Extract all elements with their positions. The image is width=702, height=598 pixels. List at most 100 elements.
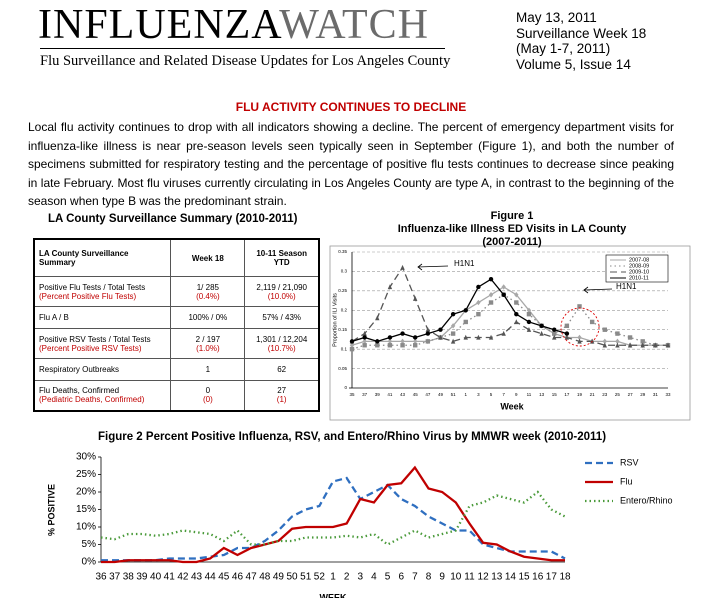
cell-text: 0 <box>205 386 211 396</box>
legend-label: 2007-08 <box>629 257 649 263</box>
x-tick-label: 37 <box>109 572 121 583</box>
x-tick-label: 17 <box>564 392 570 397</box>
marker <box>514 300 519 305</box>
y-tick-label: 0.05 <box>338 366 347 371</box>
table-row: Positive Flu Tests / Total Tests (Percent… <box>33 276 320 307</box>
x-tick-label: 9 <box>439 572 445 583</box>
header-cell: 10-11 Season YTD <box>244 238 320 277</box>
marker <box>526 319 532 325</box>
series-line <box>351 278 568 343</box>
marker <box>501 330 506 336</box>
figure-period: (2007-2011) <box>482 236 542 248</box>
cell-text: Positive RSV Tests / Total Tests <box>39 334 151 344</box>
x-tick-label: 10 <box>450 572 462 583</box>
cell-note: (Percent Positive Flu Tests) <box>39 291 137 301</box>
y-tick-label: 0.2 <box>341 307 348 312</box>
marker <box>349 339 355 344</box>
series-line <box>100 490 566 546</box>
marker <box>387 284 393 290</box>
date-line: May 13, 2011 <box>516 10 597 25</box>
marker <box>349 346 355 352</box>
header-rule <box>40 48 445 49</box>
marker <box>602 342 607 348</box>
x-tick-label: 7 <box>502 392 505 397</box>
x-tick-label: 37 <box>362 392 368 397</box>
x-tick-label: 17 <box>546 572 558 583</box>
series-line <box>101 465 565 564</box>
x-tick-label: 38 <box>123 572 135 583</box>
x-tick-label: 41 <box>164 572 176 583</box>
series-line <box>351 286 668 346</box>
x-tick-label: 51 <box>451 392 457 397</box>
annotation-arrow <box>417 263 449 271</box>
marker <box>627 342 633 348</box>
legend-label: 2008-09 <box>629 263 649 269</box>
cell-text: Flu A / B <box>39 313 69 322</box>
cell-text: 1/ 285 <box>196 282 219 292</box>
marker <box>488 334 494 340</box>
table-body: Positive Flu Tests / Total Tests (Percent… <box>33 276 320 411</box>
cell-text: 57% / 43% <box>262 313 302 322</box>
cell-text: 62 <box>277 365 287 374</box>
annotation: H1N1 <box>454 259 475 268</box>
x-tick-label: 40 <box>150 572 162 583</box>
date-line: Surveillance Week 18 <box>516 25 647 41</box>
x-tick-label: 35 <box>349 392 355 397</box>
marker <box>564 323 570 329</box>
marker <box>425 331 431 336</box>
marker <box>564 331 570 336</box>
marker <box>438 334 443 340</box>
figure-title: Figure 2 Percent Positive Influenza, RSV… <box>98 431 606 443</box>
marker <box>450 323 456 329</box>
x-tick-label: 47 <box>425 392 431 397</box>
marker <box>615 331 620 336</box>
marker <box>615 338 620 345</box>
x-tick-label: 48 <box>259 572 271 583</box>
marker <box>577 304 582 309</box>
cell-text: 100% / 0% <box>188 313 228 322</box>
cell-text: 27 <box>277 386 287 396</box>
marker <box>539 323 544 329</box>
legend-label: Entero/Rhino <box>620 495 673 505</box>
y-axis-label: % POSITIVE <box>46 484 56 536</box>
cell-note: (Percent Positive RSV Tests) <box>39 343 142 353</box>
x-tick-label: 43 <box>400 392 406 397</box>
table-cell: 2 / 197 (1.0%) <box>170 328 246 359</box>
x-tick-label: 41 <box>387 392 393 397</box>
issue-info: May 13, 2011 Surveillance Week 18 (May 1… <box>516 10 646 72</box>
marker <box>539 330 544 336</box>
marker <box>400 343 405 348</box>
marker <box>653 342 658 348</box>
marker <box>602 327 607 332</box>
y-tick-label: 0% <box>82 557 97 568</box>
marker <box>526 311 532 317</box>
marker <box>450 311 456 317</box>
x-tick-label: 39 <box>136 572 148 583</box>
table-cell: 2,119 / 21,090 (10.0%) <box>244 276 320 307</box>
cell-text: Positive Flu Tests / Total Tests <box>39 282 146 292</box>
marker <box>375 343 380 348</box>
y-tick-label: 25% <box>76 469 96 480</box>
marker <box>552 331 557 336</box>
marker <box>463 308 468 313</box>
marker <box>488 292 494 298</box>
marker <box>400 264 405 270</box>
y-tick-label: 0.15 <box>338 327 347 332</box>
marker <box>362 343 367 348</box>
x-tick-label: 46 <box>232 572 244 583</box>
x-tick-label: 49 <box>273 572 285 583</box>
x-tick-label: 25 <box>615 392 621 397</box>
marker <box>413 335 418 340</box>
x-tick-label: 8 <box>426 572 432 583</box>
marker <box>387 338 393 345</box>
marker <box>589 319 595 325</box>
x-tick-label: 1 <box>330 572 336 583</box>
x-tick-label: 13 <box>539 392 545 397</box>
cell-note: (10.0%) <box>267 291 296 301</box>
figure-title: Figure 1 <box>491 210 534 222</box>
x-tick-label: 16 <box>532 572 544 583</box>
table-row: Respiratory Outbreaks 1 62 <box>33 358 320 381</box>
x-tick-label: 15 <box>518 572 530 583</box>
x-tick-label: 49 <box>438 392 444 397</box>
